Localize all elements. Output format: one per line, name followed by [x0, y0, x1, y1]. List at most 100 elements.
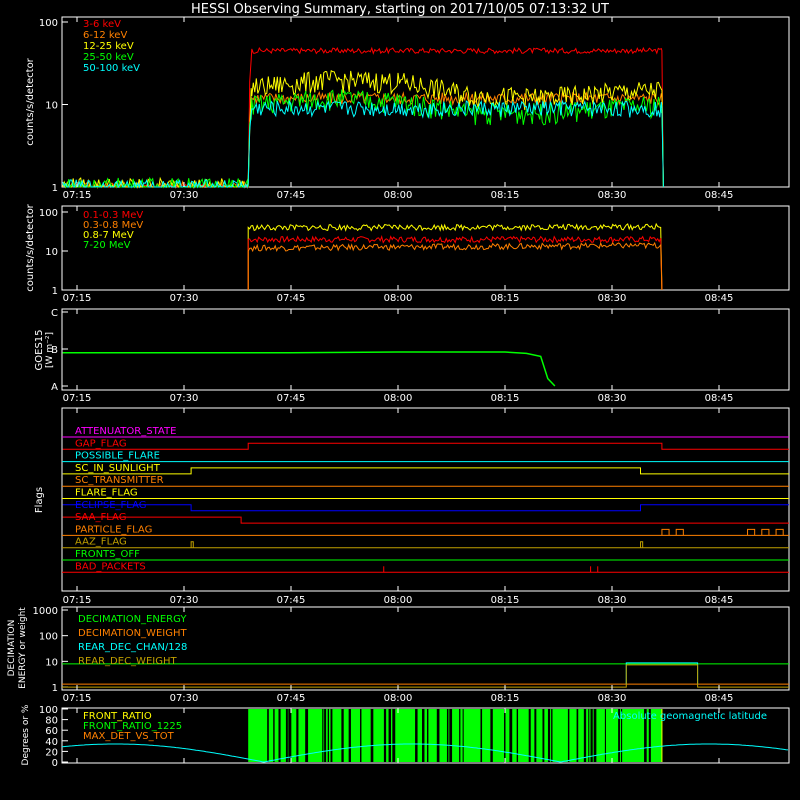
series-group	[61, 709, 789, 763]
panel-goes: A B C GOES15 [W m⁻²]	[34, 308, 790, 393]
x-tick-label: 07:45	[277, 190, 306, 201]
y-tick-label: 1	[52, 183, 58, 194]
y-axis-unit: [W m⁻²]	[45, 332, 55, 368]
series-group	[247, 222, 663, 291]
particle-flag-pulse	[675, 528, 684, 536]
x-tick-label: 08:15	[491, 190, 520, 201]
y-tick-label: 100	[39, 705, 58, 716]
legend: DECIMATION_ENERGY DECIMATION_WEIGHT REAR_D…	[78, 614, 187, 667]
legend-entry: 6-12 keV	[83, 30, 127, 41]
series-group	[62, 351, 556, 387]
y-tick-label: 20	[45, 747, 58, 758]
series-group: ATTENUATOR_STATEGAP_FLAGPOSSIBLE_FLARESC…	[62, 426, 789, 573]
y-tick-label: 10	[45, 101, 58, 112]
x-tick-label: 08:15	[491, 393, 520, 404]
legend: FRONT_RATIOFRONT_RATIO_1225MAX_DET_VS_TO…	[83, 711, 182, 742]
y-tick-labels: 1 10 100 1000	[33, 606, 68, 694]
particle-flag-pulse	[661, 528, 670, 536]
flag-line-saa_flag	[62, 516, 789, 524]
flag-label: SC_TRANSMITTER	[75, 475, 164, 486]
series-line-25-50-keV	[62, 89, 664, 189]
legend-entry: 0.3-0.8 MeV	[83, 220, 143, 231]
flag-label: PARTICLE_FLAG	[75, 524, 152, 535]
x-tick-label: 07:15	[63, 293, 92, 304]
rear-dec-chan-line	[625, 662, 699, 685]
x-tick-label: 07:15	[63, 595, 92, 606]
x-tick-label: 08:45	[705, 293, 734, 304]
y-axis-label: counts/s/detector	[25, 203, 36, 291]
flag-label: GAP_FLAG	[75, 438, 127, 449]
series-line-0.1-0.3-MeV	[247, 235, 663, 291]
series-line-0.8-7-MeV	[247, 222, 663, 291]
y-tick-label: C	[51, 308, 58, 319]
x-tick-label: 07:45	[277, 393, 306, 404]
goes-curve	[62, 351, 556, 387]
flag-line-sc_in_sunlight	[62, 467, 789, 475]
flag-label: ECLIPSE_FLAG	[75, 500, 146, 511]
aaz-flag-pulse	[190, 541, 194, 548]
particle-flag-pulse	[761, 528, 770, 536]
y-axis-label: GOES15	[34, 329, 45, 370]
x-tick-label: 08:30	[598, 190, 627, 201]
y-tick-labels: A B C	[51, 308, 68, 393]
legend-entry: 7-20 MeV	[83, 240, 131, 251]
legend-entry: DECIMATION_ENERGY	[78, 614, 187, 625]
flag-label: BAD_PACKETS	[75, 561, 146, 572]
panel-decimation: 1 10 100 1000 DECIMATION ENERGY or weight D…	[7, 606, 790, 694]
legend-entry: FRONT_RATIO	[83, 711, 152, 722]
y-tick-label: 1	[52, 286, 58, 297]
flag-label: FRONTS_OFF	[75, 549, 140, 560]
x-tick-label: 08:45	[705, 393, 734, 404]
legend-entry: 12-25 keV	[83, 41, 134, 52]
figure-title: HESSI Observing Summary, starting on 201…	[191, 2, 609, 17]
y-tick-label: 60	[45, 726, 58, 737]
panel-frame	[61, 16, 790, 188]
panel-high-energy: 1 10 100 counts/s/detector 0.1-0.3 MeV0.3-…	[25, 203, 790, 297]
y-axis-label: counts/s/detector	[25, 57, 36, 145]
x-tick-label: 08:00	[384, 693, 413, 704]
panel-frame	[61, 606, 790, 691]
y-tick-label: 1	[52, 683, 58, 694]
y-tick-label: 100	[39, 208, 58, 219]
x-tick-label: 07:45	[277, 293, 306, 304]
y-tick-label: 1000	[33, 606, 58, 617]
front-ratio-fill	[248, 709, 662, 762]
y-axis-label-line1: DECIMATION	[7, 620, 17, 677]
x-tick-label: 07:15	[63, 190, 92, 201]
flag-label: FLARE_FLAG	[75, 488, 138, 499]
rear-dec-weight-line	[62, 664, 789, 688]
geomagnetic-latitude-curve	[61, 743, 789, 763]
x-tick-labels: 07:15 07:30 07:45 08:00 08:15 08:30 08:45 07:15…	[63, 17, 734, 763]
flag-label: AAZ_FLAG	[75, 537, 127, 548]
x-tick-label: 08:30	[598, 595, 627, 606]
x-tick-label: 08:15	[491, 293, 520, 304]
x-tick-label: 07:45	[277, 693, 306, 704]
x-tick-label: 07:30	[170, 190, 199, 201]
y-tick-labels: 1 10 100	[39, 208, 68, 297]
y-axis-label: Flags	[34, 487, 45, 513]
legend-entry: 50-100 keV	[83, 63, 140, 74]
series-line-50-100-keV	[62, 99, 664, 189]
y-tick-label: 0	[52, 758, 58, 769]
y-tick-label: 100	[39, 18, 58, 29]
particle-flag-pulse	[747, 528, 756, 536]
panel-frame	[61, 205, 790, 291]
geomagnetic-annotation: Absolute geomagnetic latitude	[613, 711, 767, 722]
flag-label: POSSIBLE_FLARE	[75, 451, 160, 462]
y-tick-label: A	[51, 382, 58, 393]
y-tick-label: 10	[45, 657, 58, 668]
legend-entry: 0.1-0.3 MeV	[83, 210, 143, 221]
y-tick-label: 100	[39, 632, 58, 643]
x-tick-label: 08:45	[705, 693, 734, 704]
x-tick-label: 07:30	[170, 393, 199, 404]
particle-flag-pulse	[775, 528, 784, 536]
y-tick-label: 40	[45, 737, 58, 748]
x-tick-label: 07:45	[277, 595, 306, 606]
legend-entry: 0.8-7 MeV	[83, 230, 134, 241]
y-axis-label: Degrees or %	[21, 704, 31, 765]
